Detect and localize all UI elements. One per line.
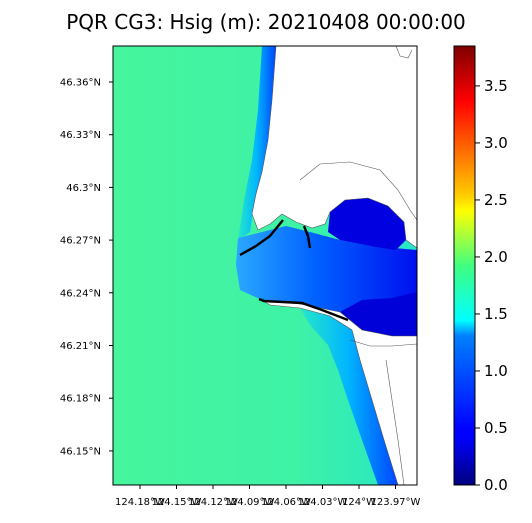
south-inner-coastline bbox=[349, 339, 417, 347]
lon-tick-label: 124.12°W bbox=[188, 497, 238, 508]
longitude-axis: 124.18°W124.15°W124.12°W124.09°W124.06°W… bbox=[115, 485, 421, 508]
nearshore-band-south bbox=[300, 308, 398, 485]
colorbar-tick-label: 2.5 bbox=[484, 191, 508, 209]
lat-tick-label: 46.27°N bbox=[60, 236, 101, 247]
map-frame bbox=[112, 45, 418, 486]
lon-tick-label: 124.09°W bbox=[225, 497, 275, 508]
north-jetty bbox=[239, 219, 284, 257]
latitude-axis: 46.36°N 46.33°N 46.3°N 46.27°N 46.24°N 46.21°… bbox=[60, 78, 113, 457]
figure-title: PQR CG3: Hsig (m): 20210408 00:00:00 bbox=[66, 10, 466, 34]
bay-north bbox=[328, 198, 406, 250]
colorbar-axis: 0.0 0.5 1.0 1.5 2.0 2.5 3.0 3.5 bbox=[475, 77, 508, 494]
lat-tick-label: 46.24°N bbox=[60, 288, 101, 299]
lon-tick-label: 124°W bbox=[342, 497, 376, 508]
south-jetty bbox=[258, 297, 349, 322]
middle-jetty bbox=[302, 225, 312, 249]
colorbar-tick-label: 2.0 bbox=[484, 248, 508, 266]
north-land bbox=[251, 46, 417, 249]
inner-coastline bbox=[299, 161, 417, 221]
colorbar-tick-label: 3.0 bbox=[484, 134, 508, 152]
colorbar bbox=[453, 45, 476, 486]
lat-tick-label: 46.18°N bbox=[60, 394, 101, 405]
south-inner-coastline-2 bbox=[385, 359, 405, 485]
lon-tick-label: 124.03°W bbox=[298, 497, 348, 508]
lat-tick-label: 46.33°N bbox=[60, 130, 101, 141]
bay-south bbox=[340, 292, 417, 336]
lon-tick-label: 123.97°W bbox=[371, 497, 421, 508]
lon-tick-label: 124.15°W bbox=[152, 497, 202, 508]
colorbar-tick-label: 1.5 bbox=[484, 305, 508, 323]
coastline-detail bbox=[395, 46, 413, 59]
lat-tick-label: 46.15°N bbox=[60, 446, 101, 457]
nearshore-band-north bbox=[238, 46, 276, 240]
lon-tick-label: 124.06°W bbox=[261, 497, 311, 508]
lat-tick-label: 46.36°N bbox=[60, 78, 101, 89]
lat-tick-label: 46.3°N bbox=[66, 183, 101, 194]
colorbar-tick-label: 3.5 bbox=[484, 77, 508, 95]
colorbar-tick-label: 0.0 bbox=[484, 476, 508, 494]
colorbar-tick-label: 1.0 bbox=[484, 362, 508, 380]
colorbar-tick-label: 0.5 bbox=[484, 419, 508, 437]
lon-tick-label: 124.18°W bbox=[115, 497, 165, 508]
map-plot-area bbox=[113, 46, 417, 485]
lat-tick-label: 46.21°N bbox=[60, 341, 101, 352]
